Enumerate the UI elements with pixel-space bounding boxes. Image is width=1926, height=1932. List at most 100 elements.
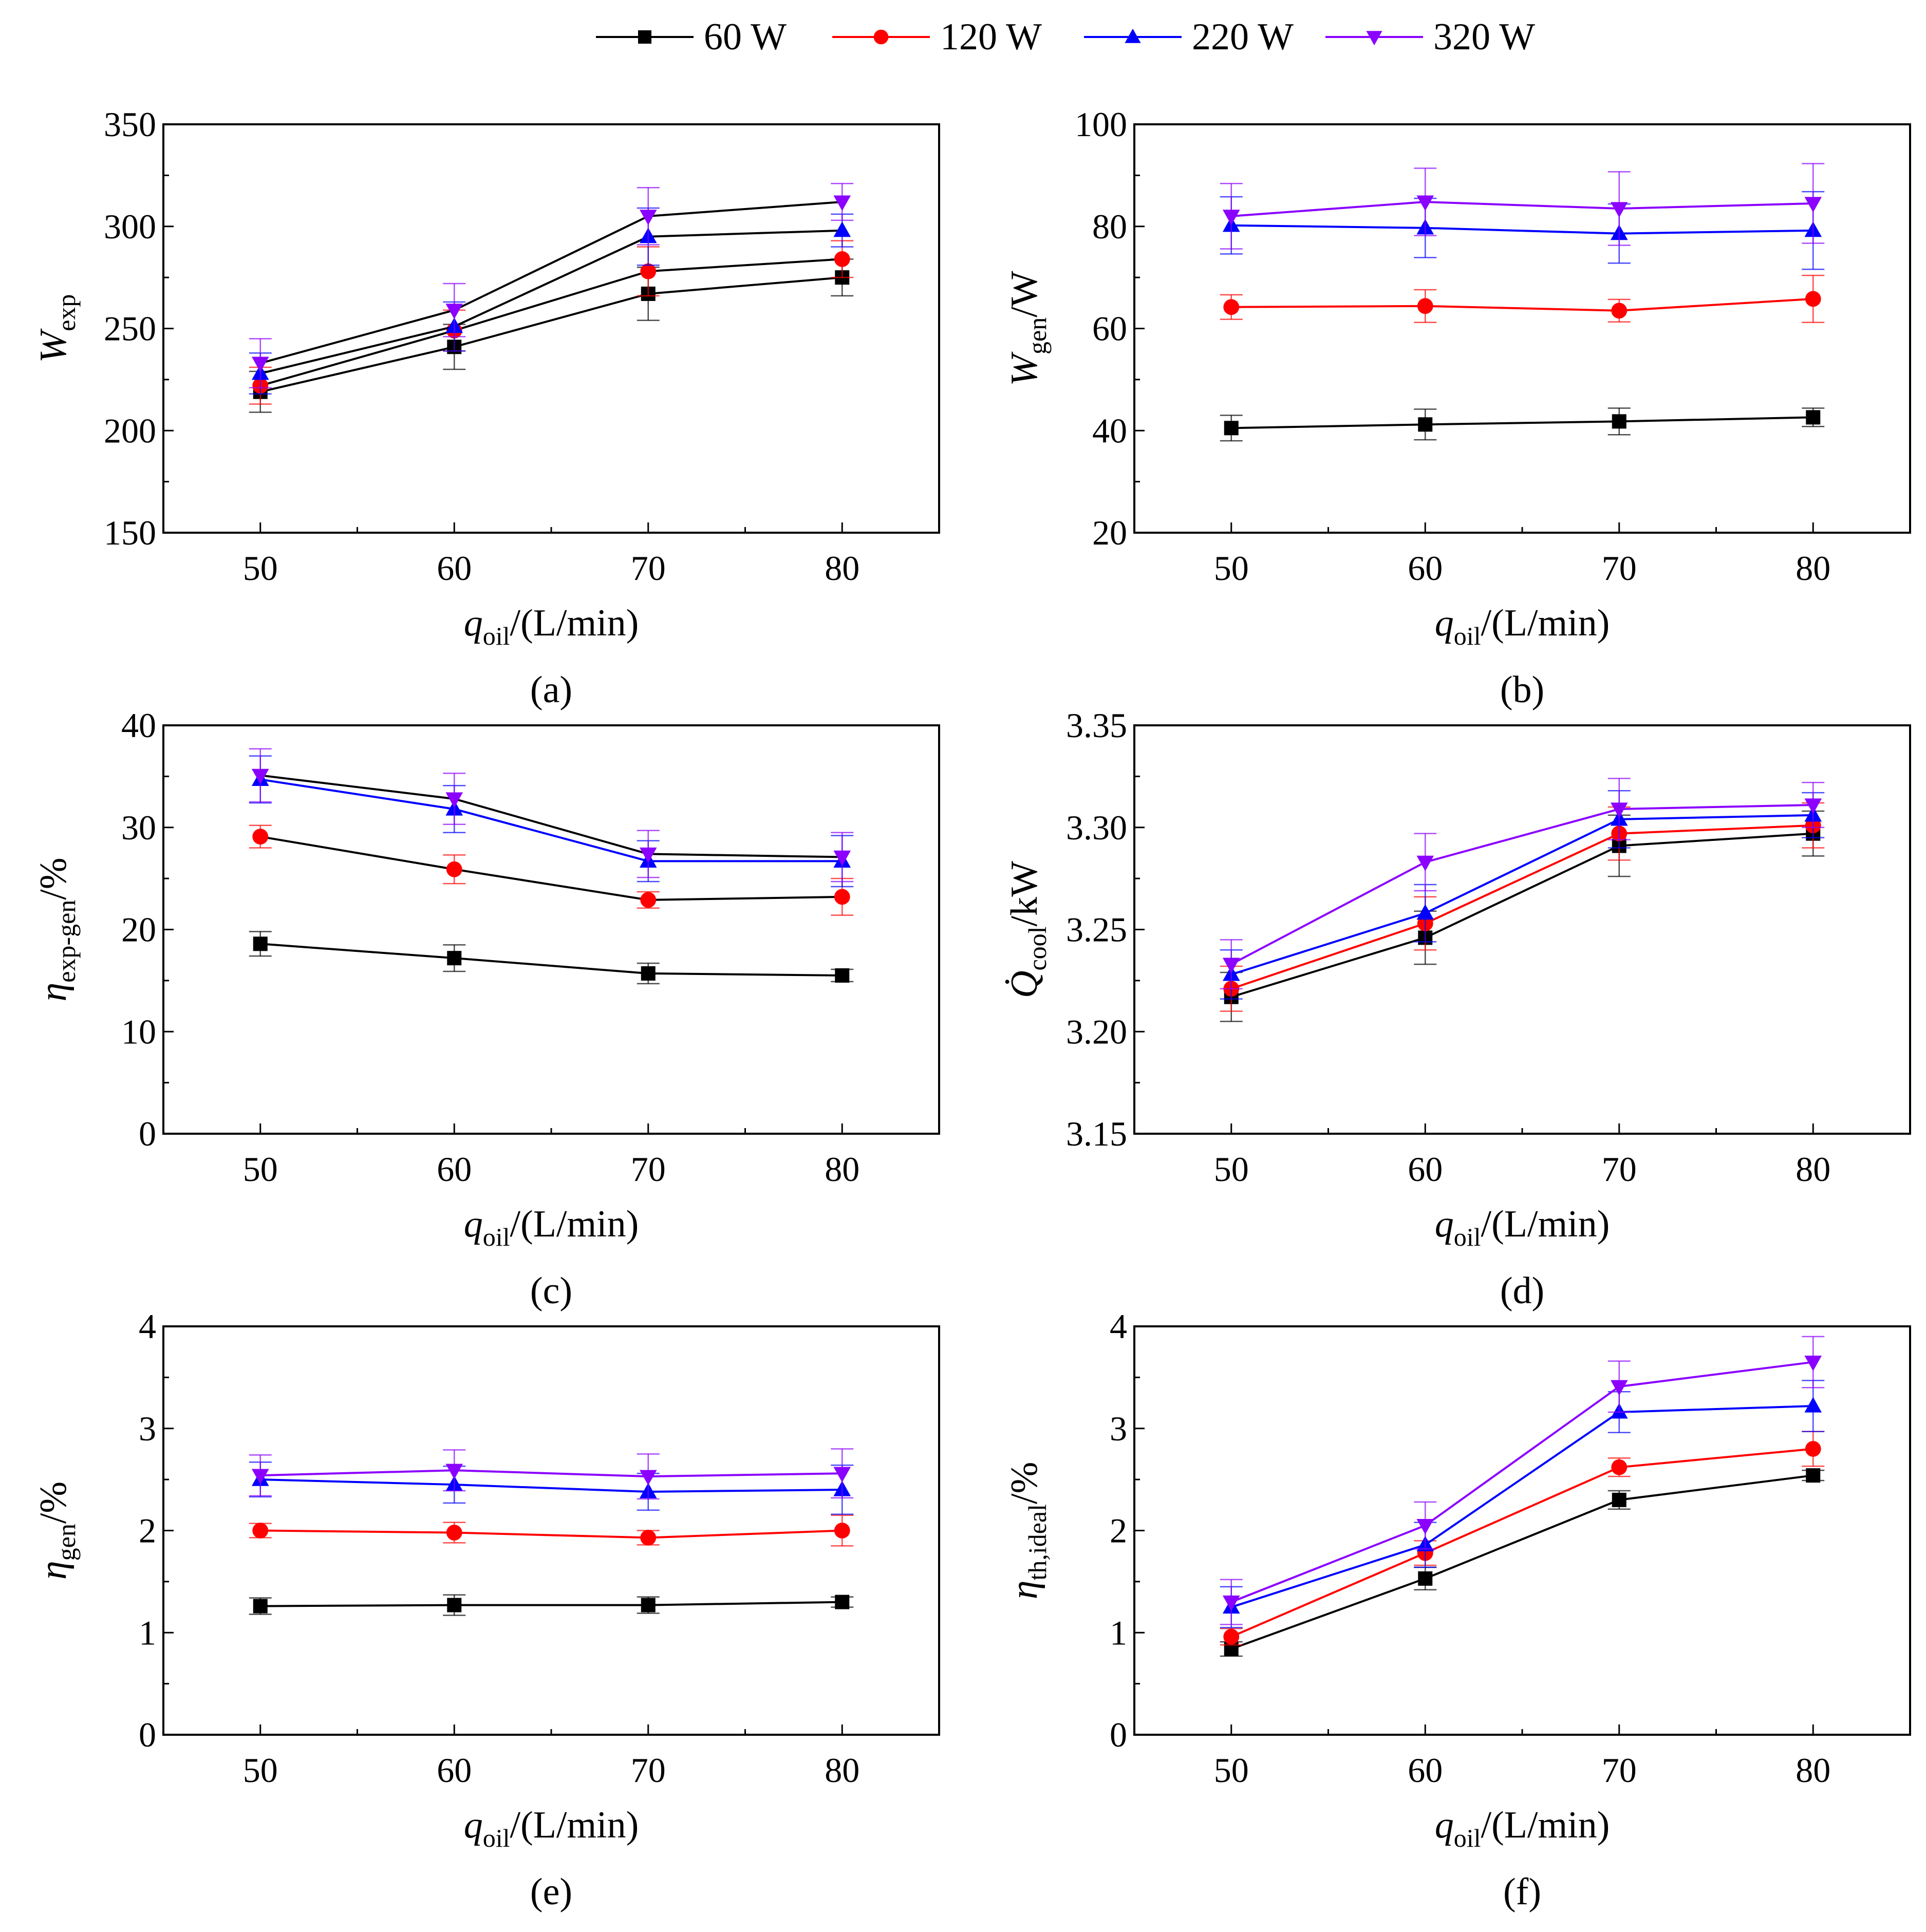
y-tick-label: 1 xyxy=(139,1613,156,1652)
panel-label: (e) xyxy=(530,1871,572,1913)
y-axis-label: ηth,ideal/% xyxy=(1003,1462,1052,1599)
y-tick-label: 40 xyxy=(1092,411,1127,450)
data-point xyxy=(1610,202,1628,218)
y-axis-label: ηexp-gen/% xyxy=(32,858,81,1002)
data-point xyxy=(641,966,656,981)
series-1 xyxy=(249,1514,854,1547)
data-point xyxy=(1222,1596,1240,1611)
y-tick-label: 2 xyxy=(139,1511,156,1550)
data-point xyxy=(639,847,657,863)
x-axis-label: qoil/(L/min) xyxy=(464,1804,639,1852)
series-3 xyxy=(1220,163,1825,250)
series-line xyxy=(260,1529,843,1539)
x-axis-label: qoil/(L/min) xyxy=(464,602,639,650)
x-tick-label: 50 xyxy=(1214,1150,1249,1189)
data-point xyxy=(1223,1628,1240,1645)
data-point xyxy=(1222,958,1240,973)
legend-marker xyxy=(638,30,651,44)
plot-frame xyxy=(162,123,940,534)
data-point xyxy=(446,1525,462,1541)
panel-d: 50 60 70 80 3.15 3.20 3.25 3.30 3.35 qoil/(L/min)… xyxy=(1003,706,1911,1312)
y-tick-label: 30 xyxy=(121,808,156,847)
data-point xyxy=(834,1523,850,1539)
legend-label: 220 W xyxy=(1192,16,1294,58)
series-0 xyxy=(1220,407,1825,442)
y-axis-label: Q̇cool/kW xyxy=(1003,861,1052,998)
data-point xyxy=(1806,1468,1821,1483)
series-2 xyxy=(1220,191,1825,270)
x-tick-label: 50 xyxy=(1214,549,1249,588)
series-line xyxy=(260,835,843,901)
panel-b: 50 60 70 80 20 40 60 80 100 qoil/(L/min) Wgen/W (b) xyxy=(1003,105,1911,711)
series-line xyxy=(260,1478,843,1493)
y-tick-label: 250 xyxy=(104,309,156,348)
data-point xyxy=(1805,291,1821,307)
panel-label: (f) xyxy=(1503,1871,1541,1913)
panel-label: (a) xyxy=(530,669,572,711)
data-point xyxy=(1611,303,1628,319)
series-1 xyxy=(1220,802,1825,1012)
y-tick-label: 0 xyxy=(139,1715,156,1754)
data-point xyxy=(1224,421,1239,436)
y-tick-label: 100 xyxy=(1075,105,1127,144)
panel-label: (d) xyxy=(1500,1270,1544,1312)
panels: 50 60 70 80150200250300350qoil/(L/min)Wexp(… xyxy=(32,105,1911,1913)
data-point xyxy=(641,1598,656,1612)
y-axis-label: Wexp xyxy=(32,294,81,363)
x-tick-label: 50 xyxy=(243,549,278,588)
series-0 xyxy=(249,931,854,985)
x-tick-label: 70 xyxy=(1602,1150,1637,1189)
panel-a: 50 60 70 80 150 200 250 300 350 qoil/(L/min) Wexp (… xyxy=(32,105,940,711)
legend-label: 320 W xyxy=(1433,16,1535,58)
data-point xyxy=(835,1595,850,1609)
data-point xyxy=(1611,1459,1628,1475)
series-1 xyxy=(249,824,854,916)
y-tick-label: 40 xyxy=(121,706,156,745)
data-point xyxy=(1416,1518,1434,1535)
data-point xyxy=(833,850,851,866)
legend-item-3: 320 W xyxy=(1325,16,1535,58)
legend-marker xyxy=(1366,31,1382,46)
series-2 xyxy=(1220,790,1825,1000)
series-line xyxy=(260,276,843,393)
x-tick-label: 60 xyxy=(1408,1751,1443,1790)
series-3 xyxy=(249,1448,854,1500)
data-point xyxy=(834,889,850,905)
legend-label: 60 W xyxy=(704,16,787,58)
data-point xyxy=(1223,299,1240,315)
data-point xyxy=(1610,802,1628,818)
series-line xyxy=(1231,297,1813,312)
data-point xyxy=(252,829,269,845)
data-point xyxy=(1804,197,1822,213)
x-tick-label: 60 xyxy=(437,1150,472,1189)
y-tick-label: 60 xyxy=(1092,309,1127,348)
data-point xyxy=(1806,410,1821,425)
data-point xyxy=(639,210,657,226)
legend-marker xyxy=(1125,28,1141,43)
data-point xyxy=(1612,1492,1626,1507)
x-axis-label: qoil/(L/min) xyxy=(464,1203,639,1251)
y-tick-label: 3.35 xyxy=(1066,706,1127,745)
y-tick-label: 3 xyxy=(139,1409,156,1448)
x-tick-label: 60 xyxy=(437,1751,472,1790)
data-point xyxy=(1612,414,1626,429)
x-axis-label: qoil/(L/min) xyxy=(1435,602,1610,650)
y-tick-label: 3.25 xyxy=(1066,910,1127,949)
legend-label: 120 W xyxy=(940,16,1042,58)
panel-c: 50 60 70 80 0 10 20 30 40 qoil/(L/min) ηexp-gen/% (… xyxy=(32,706,940,1312)
series-line xyxy=(260,943,843,977)
series-line xyxy=(1231,201,1813,217)
series-line xyxy=(1230,1448,1813,1638)
data-point xyxy=(1418,417,1433,432)
series-line xyxy=(1231,1474,1813,1650)
panel-label: (c) xyxy=(530,1270,572,1312)
y-axis-label: Wgen/W xyxy=(1003,271,1052,386)
data-point xyxy=(447,1598,462,1612)
series-line xyxy=(260,258,843,387)
data-point xyxy=(445,304,463,320)
data-point xyxy=(253,936,268,951)
data-point xyxy=(1804,798,1822,814)
y-tick-label: 20 xyxy=(1092,513,1127,552)
data-point xyxy=(1418,1571,1433,1586)
